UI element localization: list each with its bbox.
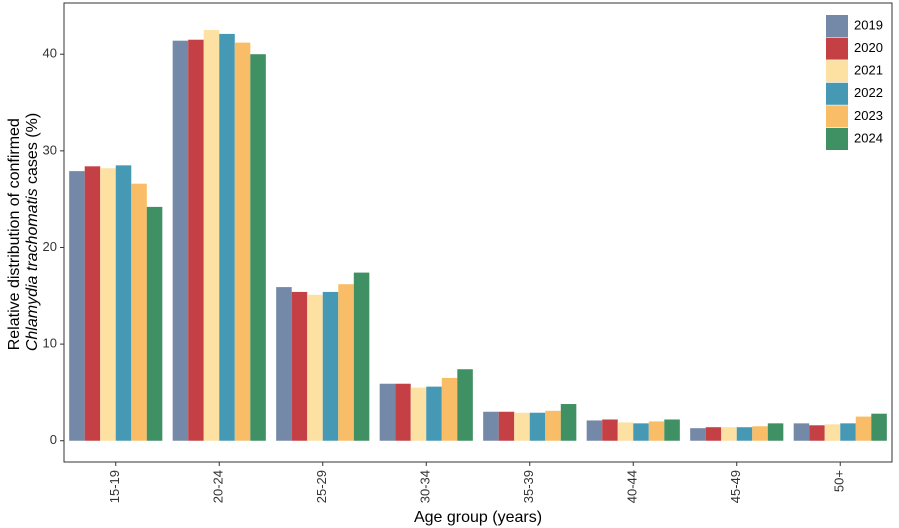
bar-2022-50+ xyxy=(840,423,856,441)
bar-2021-15-19 xyxy=(100,168,116,441)
y-axis: 0 10 20 30 40 xyxy=(43,46,64,447)
y-tick-label: 40 xyxy=(43,46,57,61)
x-tick-label: 40-44 xyxy=(625,470,640,503)
legend-label-2019: 2019 xyxy=(854,17,883,32)
y-axis-title-rest: cases (%) xyxy=(24,113,41,189)
bar-2022-40-44 xyxy=(633,423,649,441)
bar-2021-45-49 xyxy=(721,427,737,441)
bar-2020-25-29 xyxy=(291,291,308,441)
bar-2024-30-34 xyxy=(457,369,473,441)
bar-2022-25-29 xyxy=(322,291,339,441)
bar-2024-45-49 xyxy=(767,423,784,441)
bar-2024-40-44 xyxy=(664,419,680,441)
y-axis-title: Relative distribution of confirmed Chlam… xyxy=(6,113,41,351)
legend-key-2021 xyxy=(826,60,848,83)
y-axis-title-line1: Relative distribution of confirmed xyxy=(6,118,23,350)
bar-2024-15-19 xyxy=(146,206,163,441)
bar-2020-15-19 xyxy=(84,166,101,441)
bar-2021-20-24 xyxy=(203,30,220,441)
bar-2024-50+ xyxy=(871,413,887,441)
bar-2024-25-29 xyxy=(353,272,370,441)
x-tick-label: 15-19 xyxy=(107,470,122,503)
bar-2020-35-39 xyxy=(498,411,515,441)
legend-key-2023 xyxy=(826,105,848,128)
legend-label-2024: 2024 xyxy=(854,130,883,145)
legend: 2019 2020 2021 2022 2023 2024 xyxy=(826,15,883,150)
legend-key-2019 xyxy=(826,15,848,37)
bar-2023-15-19 xyxy=(131,183,147,441)
bar-2021-30-34 xyxy=(410,387,427,441)
bar-2020-40-44 xyxy=(602,419,618,441)
bar-2021-25-29 xyxy=(307,294,323,441)
bar-2023-30-34 xyxy=(441,377,458,441)
y-axis-title-italic: Chlamydia trachomatis xyxy=(24,188,41,351)
bar-2019-50+ xyxy=(793,423,810,441)
x-tick-label: 35-39 xyxy=(521,470,536,503)
x-tick-label: 20-24 xyxy=(211,470,226,503)
legend-label-2020: 2020 xyxy=(854,40,883,55)
bar-2022-20-24 xyxy=(219,33,235,441)
x-tick-label: 30-34 xyxy=(418,470,433,503)
bar-2020-20-24 xyxy=(188,39,204,441)
bar-2019-40-44 xyxy=(586,420,603,441)
y-tick-label: 20 xyxy=(43,239,57,254)
y-tick-label: 0 xyxy=(50,432,57,447)
y-tick-label: 10 xyxy=(43,336,57,351)
x-tick-label: 50+ xyxy=(832,470,847,492)
bar-2021-50+ xyxy=(824,424,841,441)
bar-2023-35-39 xyxy=(545,410,561,441)
bar-2020-50+ xyxy=(809,425,825,441)
bar-2019-20-24 xyxy=(172,40,189,441)
x-tick-label: 45-49 xyxy=(728,470,743,503)
bar-2022-35-39 xyxy=(529,412,546,441)
legend-key-2024 xyxy=(826,128,848,150)
bar-2022-30-34 xyxy=(426,386,442,441)
bar-2019-15-19 xyxy=(69,171,85,441)
x-tick-label: 25-29 xyxy=(314,470,329,503)
legend-key-2020 xyxy=(826,37,848,60)
x-axis-title: Age group (years) xyxy=(414,509,542,526)
bar-2022-45-49 xyxy=(736,427,753,441)
legend-label-2022: 2022 xyxy=(854,85,883,100)
x-axis: 15-19 20-24 25-29 30-34 35-39 40-44 45-49 50+ xyxy=(107,462,847,503)
bar-2020-30-34 xyxy=(395,383,411,441)
bar-2019-45-49 xyxy=(690,428,706,441)
bar-2023-45-49 xyxy=(752,426,768,441)
bar-2019-30-34 xyxy=(379,383,396,441)
legend-key-2022 xyxy=(826,82,848,105)
bars-layer xyxy=(69,30,887,441)
bar-2021-35-39 xyxy=(514,412,530,441)
bar-2019-25-29 xyxy=(276,287,292,441)
bar-2024-20-24 xyxy=(250,54,266,441)
y-tick-label: 30 xyxy=(43,142,57,157)
bar-2023-40-44 xyxy=(648,421,665,441)
bar-2024-35-39 xyxy=(560,404,577,441)
bar-2019-35-39 xyxy=(483,411,499,441)
bar-2022-15-19 xyxy=(115,165,132,441)
bar-2023-50+ xyxy=(855,416,872,441)
bar-2021-40-44 xyxy=(617,422,634,441)
legend-label-2021: 2021 xyxy=(854,63,883,78)
bar-2023-20-24 xyxy=(234,42,251,441)
bar-2020-45-49 xyxy=(705,427,722,441)
bar-2023-25-29 xyxy=(338,284,354,441)
legend-label-2023: 2023 xyxy=(854,108,883,123)
